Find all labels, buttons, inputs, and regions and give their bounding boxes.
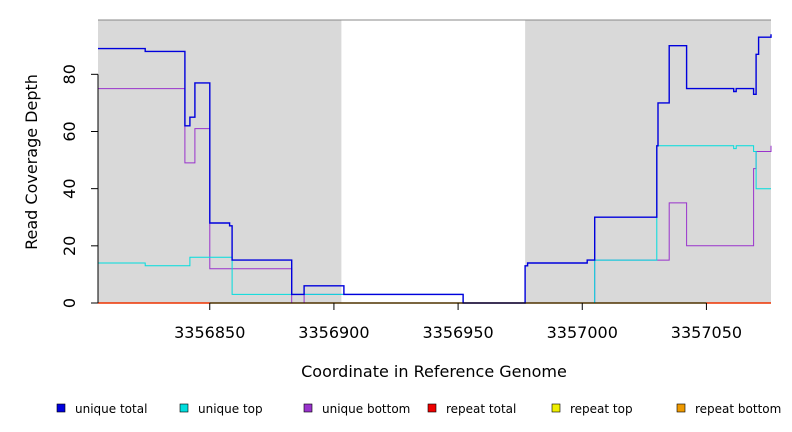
x-tick-label: 3356850 xyxy=(174,323,245,342)
legend-swatch xyxy=(56,403,66,413)
legend-label: unique total xyxy=(75,402,147,416)
y-axis: 0 20 40 60 80 xyxy=(60,64,99,308)
legend-item-unique-total: unique total xyxy=(56,402,147,416)
legend-item-repeat-total: repeat total xyxy=(427,402,516,416)
y-tick-label: 60 xyxy=(60,121,79,141)
x-tick-label: 3357050 xyxy=(671,323,742,342)
series-line-unique-total xyxy=(98,34,772,304)
legend-item-unique-bottom: unique bottom xyxy=(303,402,410,416)
legend-label: repeat bottom xyxy=(695,402,781,416)
legend-label: repeat total xyxy=(446,402,516,416)
y-tick-label: 40 xyxy=(60,178,79,198)
legend-label: repeat top xyxy=(570,402,633,416)
shaded-regions xyxy=(98,20,771,303)
y-tick-label: 20 xyxy=(60,236,79,256)
x-axis-label: Coordinate in Reference Genome xyxy=(301,362,567,381)
y-axis-label: Read Coverage Depth xyxy=(22,74,41,250)
x-tick-label: 3356950 xyxy=(422,323,493,342)
legend-swatch xyxy=(179,403,189,413)
legend-swatch xyxy=(427,403,437,413)
shaded-region-1 xyxy=(98,20,342,303)
x-tick-label: 3356900 xyxy=(298,323,369,342)
x-tick-label: 3357000 xyxy=(547,323,618,342)
legend-label: unique top xyxy=(198,402,263,416)
legend: unique total unique top unique bottom repea… xyxy=(56,402,781,416)
y-tick-label: 80 xyxy=(60,64,79,84)
legend-swatch xyxy=(303,403,313,413)
shaded-region-2 xyxy=(525,20,771,303)
legend-label: unique bottom xyxy=(322,402,410,416)
legend-item-repeat-top: repeat top xyxy=(551,402,633,416)
legend-swatch xyxy=(676,403,686,413)
legend-swatch xyxy=(551,403,561,413)
legend-item-repeat-bottom: repeat bottom xyxy=(676,402,781,416)
legend-item-unique-top: unique top xyxy=(179,402,263,416)
y-tick-label: 0 xyxy=(60,298,79,308)
x-axis: 3356850 3356900 3356950 3357000 3357050 xyxy=(174,302,742,342)
